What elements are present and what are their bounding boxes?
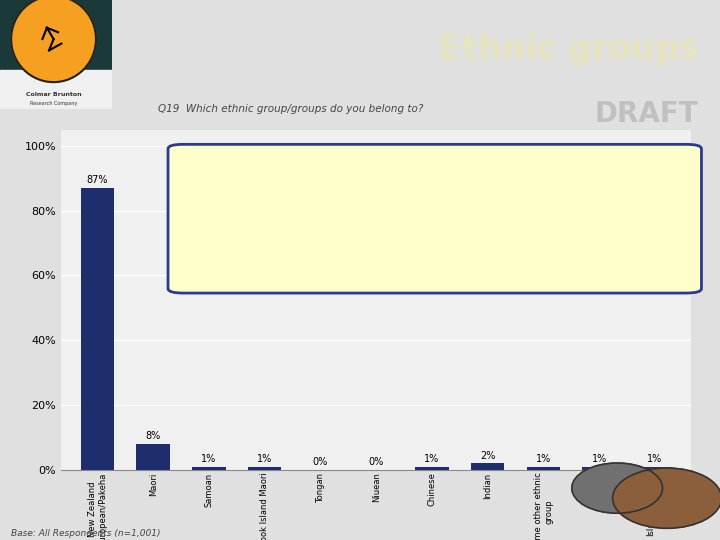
- Bar: [248, 467, 282, 470]
- Bar: [81, 188, 114, 470]
- Circle shape: [11, 0, 96, 82]
- Text: ◆: ◆: [197, 236, 203, 245]
- Bar: [192, 467, 225, 470]
- Text: 87%: 87%: [86, 176, 108, 185]
- Text: 8%: 8%: [145, 431, 161, 441]
- Text: 1%: 1%: [647, 454, 662, 464]
- Text: Floods were rated highest amongst New Zealand European/Pakeha
group, and was par: Floods were rated highest amongst New Ze…: [225, 236, 544, 255]
- Text: 2%: 2%: [480, 451, 495, 461]
- Circle shape: [613, 468, 720, 528]
- Text: 1%: 1%: [592, 454, 607, 464]
- Bar: [0, 0, 112, 70]
- Text: 1%: 1%: [257, 454, 272, 464]
- Bar: [527, 467, 560, 470]
- Text: ◆: ◆: [197, 208, 203, 218]
- Bar: [137, 444, 170, 470]
- Bar: [0, 70, 112, 109]
- Bar: [471, 463, 505, 470]
- Bar: [582, 467, 616, 470]
- Text: Tsunami rated highest amongst Maori’s (75%).: Tsunami rated highest amongst Maori’s (7…: [225, 208, 446, 218]
- Bar: [415, 467, 449, 470]
- Text: Colmar Brunton: Colmar Brunton: [26, 92, 81, 97]
- Text: Q1. Disasters that could happen in New Zealand in your lifetime.: Q1. Disasters that could happen in New Z…: [199, 156, 564, 166]
- Text: Q19  Which ethnic group/groups do you belong to?: Q19 Which ethnic group/groups do you bel…: [158, 105, 424, 114]
- FancyBboxPatch shape: [168, 144, 701, 293]
- Text: 0%: 0%: [369, 457, 384, 467]
- Text: Ethnic groups: Ethnic groups: [438, 32, 698, 65]
- Text: 1%: 1%: [536, 454, 551, 464]
- Text: 1%: 1%: [424, 454, 440, 464]
- Text: Earthquakes rated highest amongst Europeans (96%).: Earthquakes rated highest amongst Europe…: [225, 187, 483, 195]
- Circle shape: [572, 463, 662, 513]
- Text: Base: All Respondents (n=1,001): Base: All Respondents (n=1,001): [11, 529, 161, 538]
- Text: 1%: 1%: [202, 454, 217, 464]
- Text: ◆: ◆: [197, 187, 203, 195]
- Text: Research Company: Research Company: [30, 101, 77, 106]
- Bar: [638, 467, 672, 470]
- Text: 0%: 0%: [312, 457, 328, 467]
- Text: DRAFT: DRAFT: [595, 100, 698, 128]
